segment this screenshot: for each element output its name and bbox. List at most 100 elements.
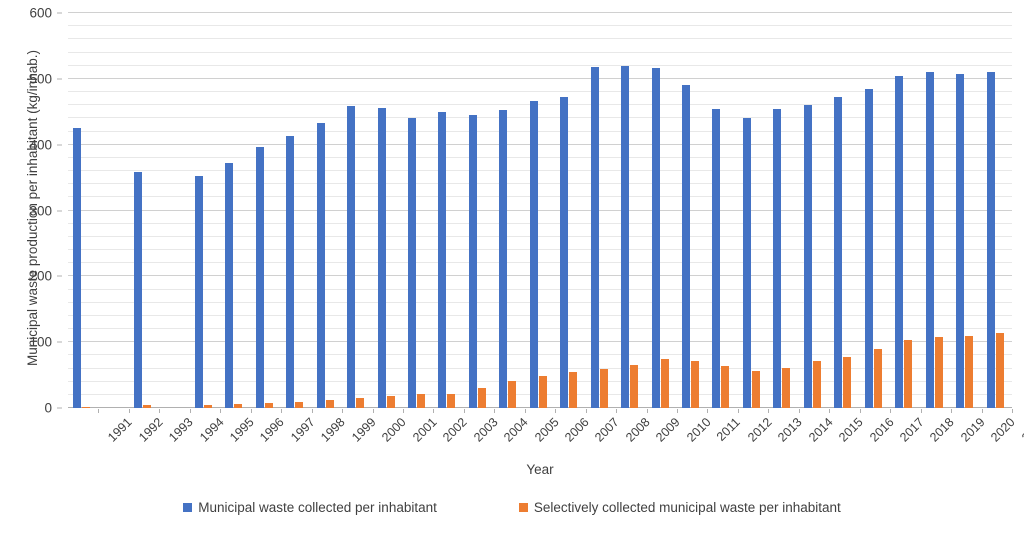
gridline-minor	[68, 367, 1012, 369]
x-axis-tick-label: 2020	[988, 415, 1019, 445]
plot-area	[68, 12, 1012, 408]
y-axis-tick-mark	[57, 210, 62, 211]
y-axis-tick-label: 500	[29, 71, 52, 87]
y-axis-tick-mark	[57, 144, 62, 146]
x-axis-tick-mark	[890, 409, 892, 413]
x-axis-tick-label: 1992	[135, 415, 166, 445]
x-axis-tick-label: 2018	[927, 415, 958, 445]
x-axis-tick-mark	[311, 409, 313, 413]
x-axis-tick-label: 2004	[501, 415, 531, 445]
gridline-minor	[68, 38, 1012, 40]
y-axis-tick-label: 100	[29, 334, 52, 350]
x-axis-tick-label: 2003	[470, 415, 501, 445]
gridline-major	[68, 209, 1012, 211]
y-axis-tick-mark	[57, 407, 62, 409]
gridline-minor	[68, 25, 1012, 27]
x-axis-tick-label: 2016	[866, 415, 897, 445]
x-axis-tick-label: 1997	[288, 415, 318, 445]
x-axis-tick-mark	[859, 409, 861, 413]
gridline-minor	[68, 288, 1012, 290]
y-axis-tick-labels: 0 100 200 300 400 500 600	[0, 0, 62, 420]
x-axis-tick-label: 2012	[744, 415, 775, 445]
x-axis-tick-mark	[189, 409, 191, 413]
y-axis-tick-mark	[57, 275, 62, 277]
x-axis-tick-label: 2011	[714, 415, 744, 444]
x-axis-tick-mark	[524, 409, 526, 413]
legend-label: Selectively collected municipal waste pe…	[533, 500, 841, 515]
gridline-minor	[68, 249, 1012, 250]
gridline-major	[68, 77, 1012, 79]
x-axis-tick-mark	[372, 409, 374, 413]
x-axis-tick-labels: 1991 1992 1993 1994 1995 1996 1997 1998 1999 2000…	[68, 409, 1024, 461]
x-axis-tick-mark	[128, 409, 130, 413]
gridline-minor	[68, 51, 1012, 53]
x-axis-tick-mark	[737, 409, 739, 413]
x-axis-tick-label: 2002	[440, 415, 470, 445]
gridline-minor	[68, 262, 1012, 264]
legend-entry[interactable]: Selectively collected municipal waste pe…	[518, 500, 841, 515]
x-axis-tick-label: 1991	[105, 415, 135, 445]
x-axis-tick-label: 2000	[379, 415, 409, 445]
y-axis-tick-mark	[57, 78, 62, 80]
x-axis-tick-label: 2005	[531, 415, 562, 445]
x-axis-tick-label: 1993	[166, 415, 196, 445]
gridline-major	[68, 275, 1012, 277]
gridline-minor	[68, 117, 1012, 119]
gridline-minor	[68, 130, 1012, 132]
x-axis-tick-mark	[463, 409, 465, 413]
x-axis-tick-mark	[98, 409, 100, 413]
x-axis-tick-label: 2015	[836, 415, 866, 445]
y-axis-tick-label: 200	[29, 268, 52, 284]
chart-legend: Municipal waste collected per inhabitant…	[0, 500, 1024, 515]
x-axis-tick-mark	[646, 409, 648, 413]
x-axis-tick-mark	[951, 409, 953, 413]
gridline-minor	[68, 235, 1012, 237]
x-axis-tick-label: 2010	[683, 415, 714, 445]
x-axis-tick-mark	[494, 409, 496, 413]
x-axis-tick-mark	[159, 409, 161, 413]
x-axis-tick-label: 2021	[1018, 415, 1024, 445]
gridline-minor	[68, 380, 1012, 382]
x-axis-tick-mark	[707, 409, 709, 413]
x-axis-tick-mark	[829, 409, 831, 413]
x-axis-tick-mark	[798, 409, 800, 413]
gridline-minor	[68, 156, 1012, 158]
gridline-minor	[68, 393, 1012, 395]
x-axis-tick-label: 1998	[318, 415, 349, 445]
x-axis-tick-label: 2014	[805, 415, 836, 445]
x-axis-tick-label: 2009	[653, 415, 684, 445]
x-axis-tick-label: 1996	[257, 415, 288, 445]
x-axis-tick-label: 1994	[196, 415, 227, 445]
gridline-minor	[68, 91, 1012, 92]
x-axis-tick-mark	[981, 409, 983, 413]
y-axis-tick-label: 600	[29, 5, 52, 21]
x-axis-tick-mark	[342, 409, 344, 413]
x-axis-tick-mark	[677, 409, 679, 413]
gridline-minor	[68, 314, 1012, 316]
x-axis-tick-label: 2006	[562, 415, 592, 445]
y-axis-tick-label: 300	[29, 203, 52, 218]
legend-entry[interactable]: Municipal waste collected per inhabitant	[183, 500, 437, 515]
x-axis-tick-label: 2001	[409, 415, 440, 445]
gridline-minor	[68, 301, 1012, 303]
y-axis-tick-mark	[57, 12, 62, 14]
x-axis-tick-mark	[555, 409, 557, 413]
x-axis-tick-mark	[616, 409, 618, 413]
x-axis-tick-mark	[768, 409, 770, 413]
x-axis-tick-mark	[220, 409, 222, 413]
y-axis-tick-label: 400	[29, 137, 52, 153]
gridline-major	[68, 143, 1012, 145]
x-axis-tick-label: 2017	[897, 415, 927, 445]
x-axis-title: Year	[526, 462, 554, 477]
legend-swatch-icon	[518, 503, 528, 512]
x-axis-tick-mark	[250, 409, 252, 413]
x-axis-tick-mark	[1012, 409, 1013, 413]
x-axis-tick-label: 2013	[775, 415, 805, 445]
legend-swatch-icon	[183, 503, 193, 512]
x-axis-tick-label: 1995	[227, 415, 257, 445]
gridline-major	[68, 12, 1012, 13]
legend-label: Municipal waste collected per inhabitant	[198, 500, 437, 515]
x-axis-line	[68, 407, 1012, 408]
x-axis-tick-label: 2007	[592, 415, 623, 445]
